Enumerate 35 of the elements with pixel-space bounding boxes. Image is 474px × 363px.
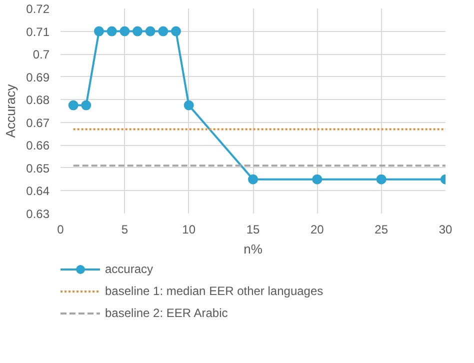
x-axis-title: n%	[244, 242, 263, 256]
point	[81, 100, 92, 110]
legend-label: baseline 1: median EER other languages	[105, 284, 324, 298]
x-tick-label: 15	[246, 222, 260, 236]
y-tick-label: 0.68	[26, 93, 50, 108]
point	[68, 100, 78, 110]
y-tick-label: 0.66	[26, 138, 50, 153]
point	[106, 26, 117, 36]
point	[171, 26, 181, 36]
legend-label: baseline 2: EER Arabic	[105, 306, 228, 320]
x-tick-label: 25	[374, 222, 388, 236]
point	[184, 100, 194, 110]
y-tick-label: 0.69	[26, 70, 50, 84]
x-tick-label: 10	[182, 222, 196, 236]
point	[145, 26, 156, 36]
point	[132, 26, 142, 36]
x-tick-label: 30	[438, 222, 452, 236]
y-tick-label: 0.71	[26, 24, 50, 39]
y-tick-label: 0.67	[26, 116, 50, 130]
x-tick-label: 0	[57, 222, 64, 236]
y-tick-label: 0.63	[26, 207, 50, 221]
x-tick-label: 20	[310, 222, 324, 236]
legend-label: accuracy	[105, 262, 154, 276]
y-tick-label: 0.72	[26, 2, 50, 16]
point	[158, 26, 168, 36]
y-tick-label: 0.65	[26, 161, 50, 176]
point	[312, 174, 322, 184]
point	[376, 174, 386, 184]
point	[248, 174, 258, 184]
x-tick-label: 5	[121, 222, 128, 236]
y-tick-label: 0.64	[26, 184, 50, 198]
point	[94, 26, 104, 36]
point	[120, 26, 130, 36]
y-tick-label: 0.7	[32, 48, 50, 62]
y-axis-title: Accuracy	[3, 84, 18, 138]
